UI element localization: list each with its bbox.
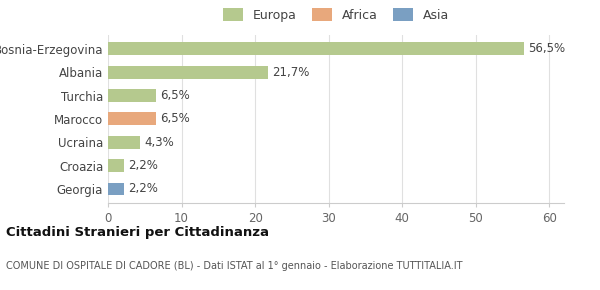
Text: 6,5%: 6,5% bbox=[160, 113, 190, 125]
Text: 56,5%: 56,5% bbox=[528, 42, 565, 55]
Bar bbox=[108, 89, 156, 102]
Legend: Europa, Africa, Asia: Europa, Africa, Asia bbox=[219, 4, 453, 26]
Bar bbox=[108, 66, 268, 79]
Text: 2,2%: 2,2% bbox=[128, 182, 158, 195]
Text: Cittadini Stranieri per Cittadinanza: Cittadini Stranieri per Cittadinanza bbox=[6, 226, 269, 239]
Text: 6,5%: 6,5% bbox=[160, 89, 190, 102]
Bar bbox=[108, 113, 156, 125]
Bar bbox=[108, 42, 524, 55]
Bar bbox=[108, 136, 140, 149]
Text: COMUNE DI OSPITALE DI CADORE (BL) - Dati ISTAT al 1° gennaio - Elaborazione TUTT: COMUNE DI OSPITALE DI CADORE (BL) - Dati… bbox=[6, 261, 463, 271]
Bar bbox=[108, 159, 124, 172]
Text: 2,2%: 2,2% bbox=[128, 159, 158, 172]
Text: 4,3%: 4,3% bbox=[144, 136, 174, 149]
Bar bbox=[108, 182, 124, 195]
Text: 21,7%: 21,7% bbox=[272, 66, 310, 79]
